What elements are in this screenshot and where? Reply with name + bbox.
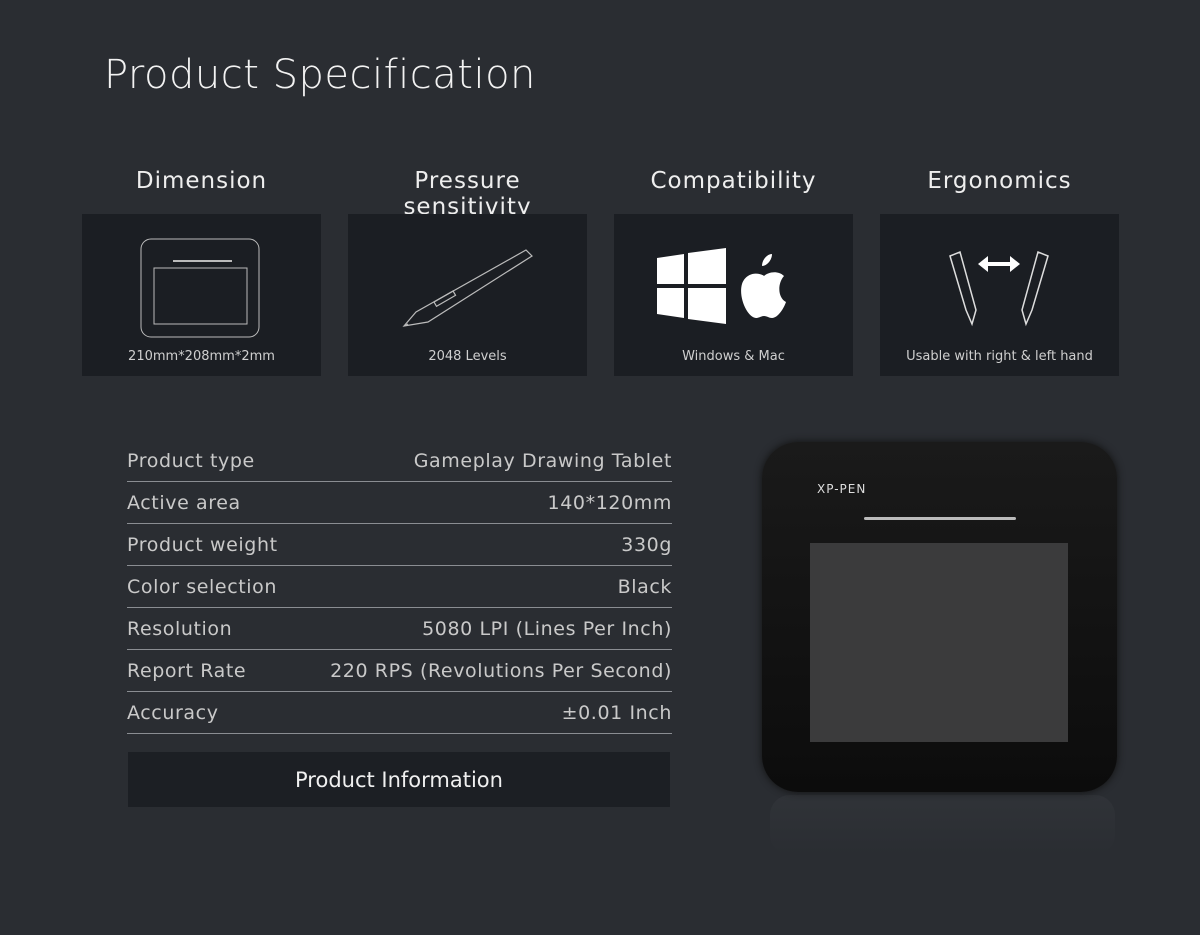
product-information-button[interactable]: Product Information [128, 752, 670, 807]
spec-value: Gameplay Drawing Tablet [413, 449, 672, 472]
feature-ergonomics: Ergonomics Usable with right & left hand [880, 168, 1119, 376]
feature-caption: Usable with right & left hand [906, 349, 1093, 364]
windows-apple-icon [657, 248, 786, 324]
spec-label: Accuracy [127, 701, 219, 724]
page-title: Product Specification [104, 52, 536, 98]
spec-value: 220 RPS (Revolutions Per Second) [330, 659, 672, 682]
feature-heading: Pressure sensitivity [403, 168, 532, 220]
spec-table: Product type Gameplay Drawing Tablet Acti… [127, 440, 672, 734]
spec-label: Active area [127, 491, 241, 514]
feature-pressure: Pressure sensitivity 2048 Levels [348, 168, 587, 376]
spec-value: 330g [621, 533, 672, 556]
table-row: Product type Gameplay Drawing Tablet [127, 440, 672, 482]
feature-heading: Dimension [135, 168, 268, 194]
express-keys [864, 517, 1016, 520]
spec-label: Product weight [127, 533, 278, 556]
spec-label: Resolution [127, 617, 233, 640]
table-row: Accuracy ±0.01 Inch [127, 692, 672, 734]
two-pens-arrows-icon [949, 250, 1049, 327]
pen-icon [402, 249, 533, 327]
table-row: Color selection Black [127, 566, 672, 608]
spec-label: Report Rate [127, 659, 247, 682]
feature-heading: Compatibility [650, 168, 817, 194]
active-area [810, 543, 1068, 742]
brand-logo: XP-PEN [817, 482, 867, 496]
feature-caption: Windows & Mac [682, 349, 785, 364]
table-row: Active area 140*120mm [127, 482, 672, 524]
spec-label: Color selection [127, 575, 278, 598]
spec-value: 5080 LPI (Lines Per Inch) [422, 617, 672, 640]
feature-caption: 2048 Levels [428, 349, 507, 364]
table-row: Product weight 330g [127, 524, 672, 566]
feature-heading: Ergonomics [927, 168, 1072, 194]
tablet-reflection [770, 795, 1115, 855]
feature-caption: 210mm*208mm*2mm [128, 349, 275, 364]
spec-value: ±0.01 Inch [561, 701, 672, 724]
feature-compatibility: Compatibility Windows & Mac [614, 168, 853, 376]
table-row: Resolution 5080 LPI (Lines Per Inch) [127, 608, 672, 650]
feature-dimension: Dimension 210mm*208mm*2mm [82, 168, 321, 376]
spec-label: Product type [127, 449, 255, 472]
product-image: XP-PEN [762, 442, 1117, 792]
spec-value: 140*120mm [547, 491, 672, 514]
table-row: Report Rate 220 RPS (Revolutions Per Seco… [127, 650, 672, 692]
spec-value: Black [617, 575, 672, 598]
tablet-outline-icon [140, 238, 260, 338]
